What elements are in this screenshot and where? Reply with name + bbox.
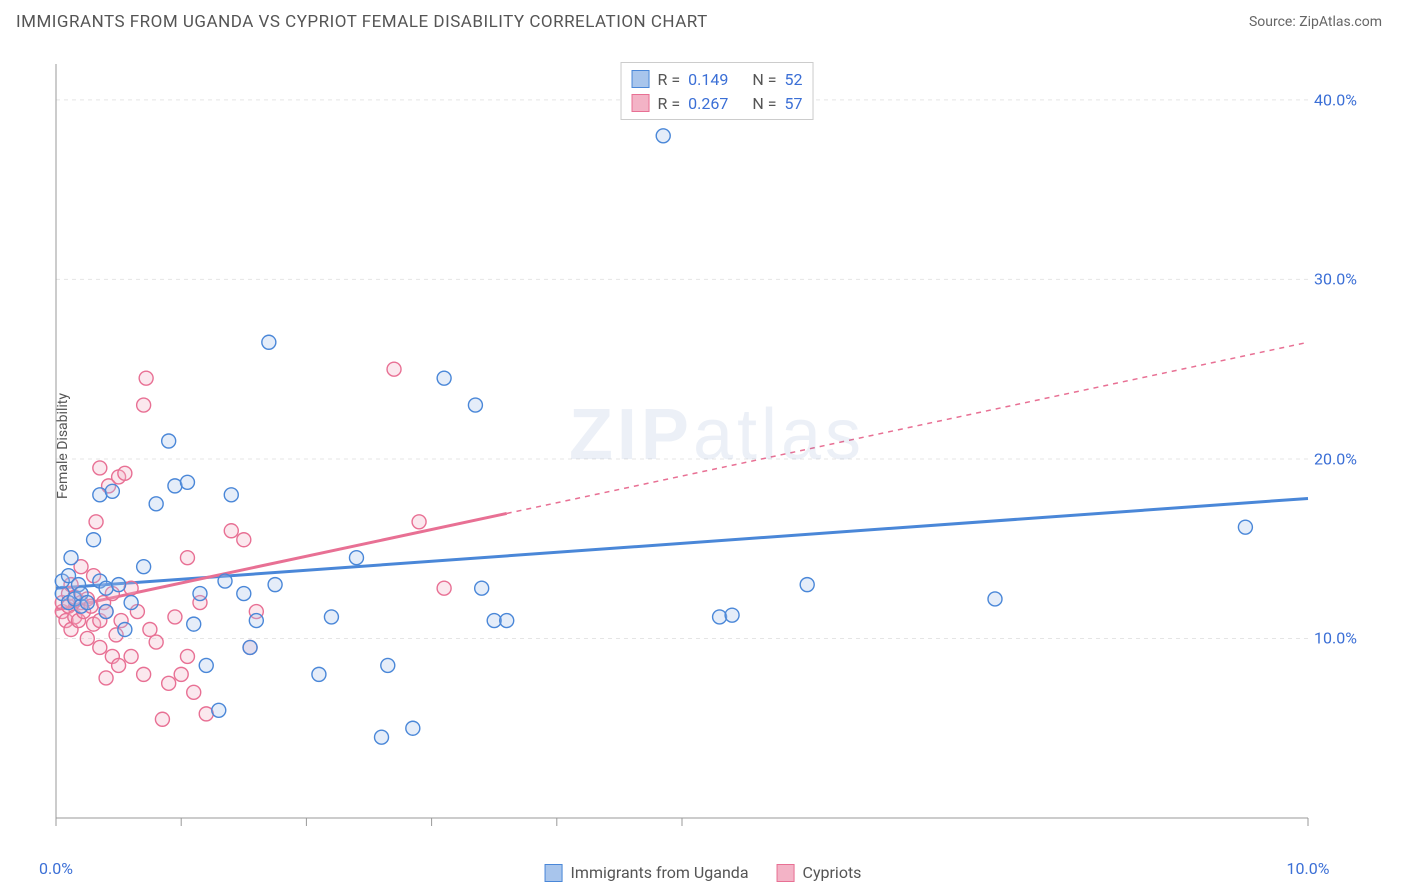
r-value-cypriots: 0.267 xyxy=(688,94,728,113)
y-tick-label: 40.0% xyxy=(1314,90,1374,109)
correlation-legend: R = 0.149 N = 52 R = 0.267 N = 57 xyxy=(621,62,814,120)
legend-label-uganda: Immigrants from Uganda xyxy=(571,863,749,882)
source-attribution: Source: ZipAtlas.com xyxy=(1249,14,1382,30)
y-tick-label: 30.0% xyxy=(1314,270,1374,289)
r-label: R = xyxy=(658,70,681,89)
x-tick-label: 0.0% xyxy=(39,859,73,878)
chart-title: IMMIGRANTS FROM UGANDA VS CYPRIOT FEMALE… xyxy=(16,12,1390,32)
legend-row-cypriots: R = 0.267 N = 57 xyxy=(632,91,803,115)
legend-row-uganda: R = 0.149 N = 52 xyxy=(632,67,803,91)
swatch-uganda xyxy=(632,70,650,88)
r-label: R = xyxy=(658,94,681,113)
plot-area: ZIPatlas R = 0.149 N = 52 R = 0.267 N = … xyxy=(52,60,1382,842)
legend-item-cypriots: Cypriots xyxy=(777,863,862,882)
swatch-cypriots xyxy=(632,94,650,112)
swatch-uganda-bottom xyxy=(545,864,563,882)
legend-label-cypriots: Cypriots xyxy=(803,863,862,882)
source-link[interactable]: ZipAtlas.com xyxy=(1299,14,1382,30)
n-value-uganda: 52 xyxy=(784,70,802,89)
n-value-cypriots: 57 xyxy=(784,94,802,113)
n-label: N = xyxy=(752,94,776,113)
x-tick-label: 10.0% xyxy=(1287,859,1330,878)
swatch-cypriots-bottom xyxy=(777,864,795,882)
chart-container: IMMIGRANTS FROM UGANDA VS CYPRIOT FEMALE… xyxy=(0,0,1406,892)
r-value-uganda: 0.149 xyxy=(688,70,728,89)
legend-item-uganda: Immigrants from Uganda xyxy=(545,863,749,882)
y-tick-label: 20.0% xyxy=(1314,449,1374,468)
y-tick-label: 10.0% xyxy=(1314,629,1374,648)
series-legend: Immigrants from Uganda Cypriots xyxy=(545,863,862,882)
scatter-svg xyxy=(52,60,1382,842)
source-prefix: Source: xyxy=(1249,14,1299,30)
n-label: N = xyxy=(752,70,776,89)
